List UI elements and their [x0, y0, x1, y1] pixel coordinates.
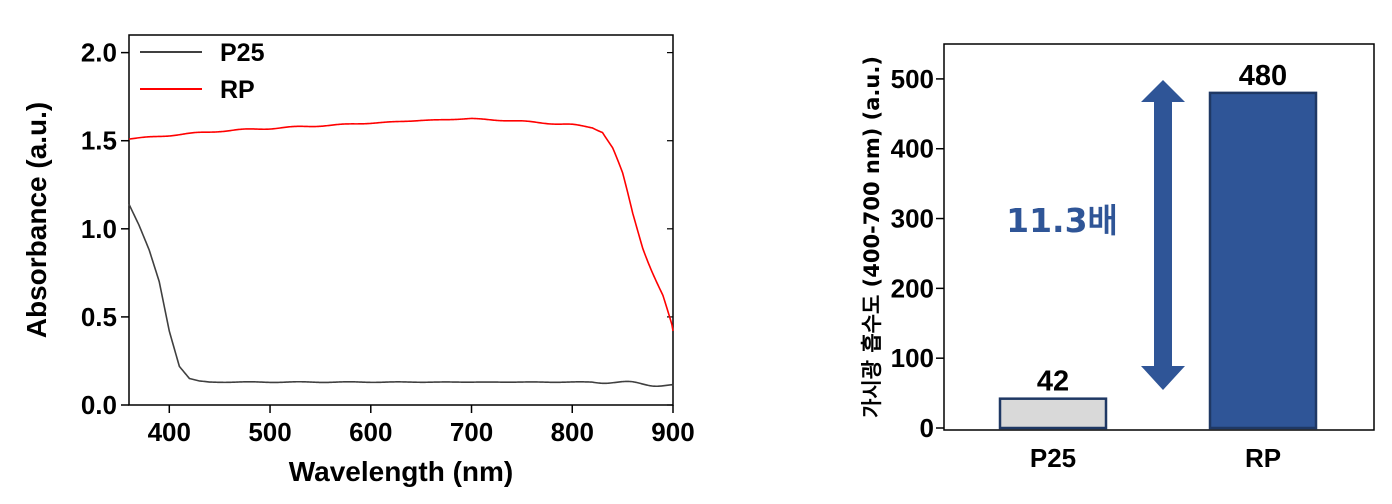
line-y-tick-label: 1.0 [81, 214, 117, 244]
line-plot-frame [128, 34, 674, 406]
bar-category-label: P25 [1030, 443, 1076, 473]
bar-value-label: 42 [1037, 366, 1069, 398]
bar-y-tick-label: 500 [891, 64, 934, 94]
line-x-tick-label: 800 [551, 417, 594, 447]
line-x-tick-label: 900 [651, 417, 694, 447]
ratio-annotation: 11.3배 [1006, 201, 1118, 240]
bar-category-label: RP [1245, 443, 1281, 473]
line-y-tick-label: 2.0 [81, 38, 117, 68]
line-x-tick-label: 500 [248, 417, 291, 447]
line-x-tick-label: 600 [349, 417, 392, 447]
line-y-tick-label: 0.0 [81, 390, 117, 420]
bar-y-tick-label: 400 [891, 134, 934, 164]
line-series-group [128, 117, 674, 388]
bar-y-tick-label: 200 [891, 273, 934, 303]
line-y-ticks: 0.0 0.5 1.0 1.5 2.0 [81, 38, 673, 420]
series-line-p25 [128, 203, 674, 388]
line-y-tick-label: 0.5 [81, 302, 117, 332]
line-y-axis-title: Absorbance (a.u.) [21, 102, 52, 338]
bar-y-ticks: 0 100 200 300 400 500 [891, 64, 944, 443]
line-x-axis-title: Wavelength (nm) [289, 456, 514, 487]
line-legend: P25 RP [140, 39, 265, 104]
legend-label-p25: P25 [220, 39, 265, 67]
bar-y-tick-label: 100 [891, 343, 934, 373]
bar-rp [1208, 91, 1318, 430]
bar-value-label: 480 [1239, 60, 1287, 92]
bar-y-axis-title: 가시광 흡수도 (400-700 nm) (a.u.) [860, 56, 884, 418]
ratio-arrow [1141, 80, 1185, 390]
bar-y-tick-label: 300 [891, 204, 934, 234]
bar-y-tick-label: 0 [920, 413, 934, 443]
line-x-tick-label: 400 [148, 417, 191, 447]
line-x-tick-label: 700 [450, 417, 493, 447]
series-line-rp [128, 117, 674, 332]
bar-marks-group: 42 P25 480 RP [998, 60, 1318, 473]
absorbance-line-chart: 0.0 0.5 1.0 1.5 2.0 400 500 600 700 800 900 P25 R… [21, 34, 695, 487]
legend-label-rp: RP [220, 76, 255, 104]
line-x-ticks: 400 500 600 700 800 900 [148, 405, 695, 447]
line-y-tick-label: 1.5 [81, 126, 117, 156]
ratio-arrow-icon [1141, 80, 1185, 390]
bar-plot-frame [943, 43, 1375, 431]
visible-absorption-bar-chart: 0 100 200 300 400 500 42 P25 480 RP 11.3배 가시광 흡수… [860, 43, 1375, 473]
bar-p25 [998, 397, 1108, 430]
